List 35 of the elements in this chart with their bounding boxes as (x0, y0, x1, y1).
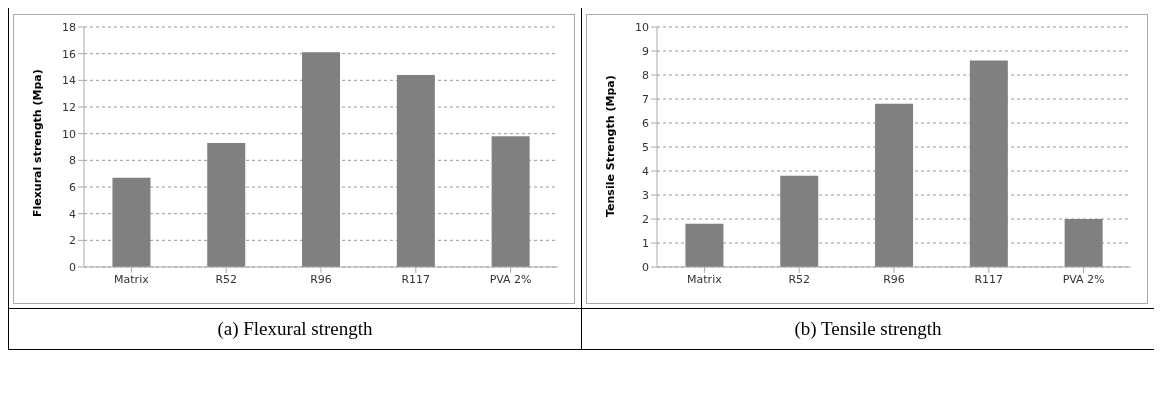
y-tick-label: 9 (642, 44, 649, 58)
y-tick-label: 3 (642, 188, 649, 202)
x-tick-label: Matrix (687, 272, 723, 286)
x-tick-label: PVA 2% (1062, 272, 1105, 286)
y-tick-label: 8 (69, 154, 76, 168)
y-tick-label: 6 (642, 116, 649, 130)
y-tick-label: 14 (62, 74, 76, 88)
text: (a) Flexural strength (9, 308, 581, 349)
x-tick-label: R52 (215, 272, 238, 286)
text: (b) Tensile strength (582, 308, 1154, 349)
x-tick-label: R52 (788, 272, 811, 286)
y-tick-label: 1 (642, 236, 649, 250)
y-tick-label: 16 (62, 47, 76, 61)
y-tick-label: 2 (642, 212, 649, 226)
y-tick-label: 0 (642, 260, 649, 274)
y-axis-title: Flexural strength (Mpa) (30, 69, 44, 217)
y-tick-label: 2 (69, 234, 76, 248)
x-tick-label: R96 (310, 272, 332, 286)
y-tick-label: 8 (642, 68, 649, 82)
y-tick-label: 4 (69, 207, 76, 221)
y-tick-label: 10 (635, 20, 649, 34)
y-tick-label: 4 (642, 164, 649, 178)
x-tick-label: PVA 2% (489, 272, 532, 286)
y-tick-label: 5 (642, 140, 649, 154)
y-tick-label: 18 (62, 20, 76, 34)
y-tick-label: 12 (62, 100, 76, 114)
x-tick-label: R117 (401, 272, 431, 286)
y-tick-label: 6 (69, 180, 76, 194)
y-tick-label: 0 (69, 260, 76, 274)
x-tick-label: R117 (974, 272, 1004, 286)
y-axis-title: Tensile Strength (Mpa) (603, 75, 617, 217)
x-tick-label: Matrix (114, 272, 150, 286)
y-tick-label: 10 (62, 127, 76, 141)
x-tick-label: R96 (883, 272, 905, 286)
y-tick-label: 7 (642, 92, 649, 106)
